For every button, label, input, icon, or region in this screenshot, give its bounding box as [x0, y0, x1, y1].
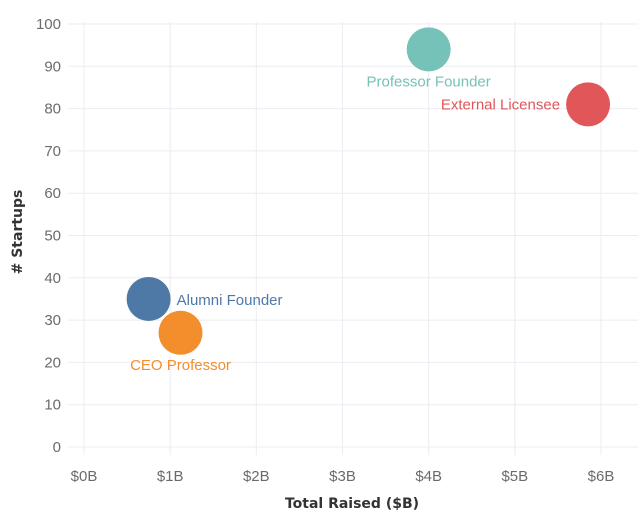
y-tick-label: 80 — [44, 101, 61, 118]
x-tick-label: $4B — [415, 468, 442, 485]
x-tick-label: $6B — [588, 468, 615, 485]
y-tick-label: 60 — [44, 185, 61, 202]
y-axis-title: # Startups — [10, 190, 26, 275]
data-point-label: Alumni Founder — [177, 292, 283, 309]
data-point — [158, 310, 203, 355]
x-tick-label: $2B — [243, 468, 270, 485]
y-tick-label: 100 — [36, 16, 61, 33]
y-tick-label: 10 — [44, 397, 61, 414]
label-layer: Professor Founder External Licensee Alumni… — [130, 73, 560, 373]
x-tick-label: $5B — [501, 468, 528, 485]
data-point — [406, 27, 451, 72]
data-point — [126, 276, 171, 321]
y-tick-label: 30 — [44, 312, 61, 329]
data-point-label: External Licensee — [441, 96, 560, 113]
x-tick-label: $0B — [71, 468, 98, 485]
tick-layer: $0B $1B $2B $3B $4B $5B $6B 0 10 20 30 40 50 60 70 80 90… — [36, 16, 614, 485]
data-point-label: CEO Professor — [130, 357, 231, 374]
x-tick-label: $1B — [157, 468, 184, 485]
data-point-label: Professor Founder — [367, 73, 491, 90]
y-tick-label: 40 — [44, 270, 61, 287]
grid-layer — [68, 22, 638, 455]
y-tick-label: 50 — [44, 228, 61, 245]
y-tick-label: 0 — [53, 439, 61, 456]
y-tick-label: 90 — [44, 58, 61, 75]
x-tick-label: $3B — [329, 468, 356, 485]
y-tick-label: 70 — [44, 143, 61, 160]
y-tick-label: 20 — [44, 354, 61, 371]
x-axis-title: Total Raised ($B) — [285, 496, 419, 512]
point-layer — [126, 27, 611, 355]
data-point — [566, 82, 611, 127]
